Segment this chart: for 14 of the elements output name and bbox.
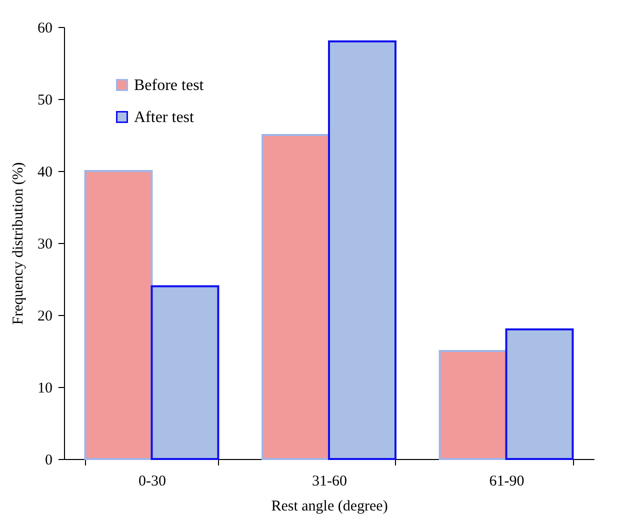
y-tick-label: 60 bbox=[38, 20, 52, 36]
legend-label: After test bbox=[134, 109, 195, 126]
legend-label: Before test bbox=[134, 77, 204, 94]
x-axis-title: Rest angle (degree) bbox=[271, 498, 388, 514]
y-tick-label: 0 bbox=[45, 452, 52, 468]
y-tick-label: 40 bbox=[38, 164, 52, 180]
x-tick-label: 61-90 bbox=[489, 474, 524, 490]
x-tick-label: 0-30 bbox=[138, 474, 166, 490]
x-tick-label: 31-60 bbox=[312, 474, 347, 490]
y-tick-label: 30 bbox=[38, 236, 52, 252]
y-axis-title: Frequency distribution (%) bbox=[10, 162, 26, 325]
y-tick-label: 50 bbox=[38, 92, 52, 108]
y-tick-label: 10 bbox=[38, 380, 52, 396]
y-tick-label: 20 bbox=[38, 308, 52, 324]
